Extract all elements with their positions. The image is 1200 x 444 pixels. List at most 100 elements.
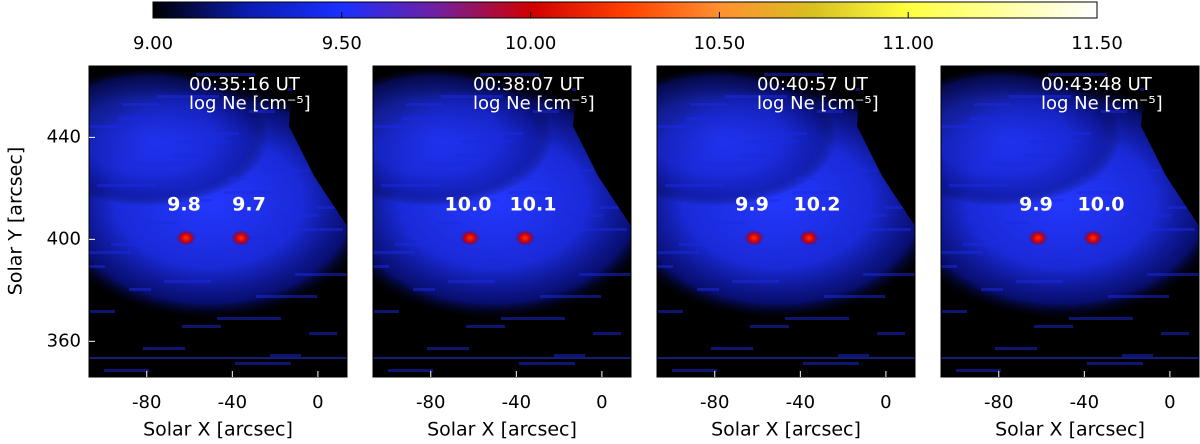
image-streak: [657, 265, 673, 268]
image-streak: [657, 125, 691, 128]
image-streak: [242, 236, 283, 239]
image-streak: [1115, 169, 1161, 172]
image-streak: [1122, 354, 1153, 357]
image-streak: [561, 228, 627, 231]
empty-region: [573, 66, 631, 226]
image-streak: [764, 73, 823, 76]
image-streak: [1080, 177, 1101, 180]
image-streak: [743, 140, 797, 143]
image-streak: [406, 103, 443, 106]
panel-time: 00:43:48 UT: [1041, 74, 1153, 95]
emission-region: [657, 66, 837, 206]
panel-frame: [940, 65, 1200, 378]
panel-quantity: log Ne [cm⁻⁵]: [1041, 93, 1163, 114]
image-streak: [373, 357, 631, 359]
image-streak: [956, 369, 1001, 372]
image-streak: [1094, 236, 1135, 239]
image-streak: [792, 191, 841, 194]
image-streak: [995, 347, 1037, 350]
image-streak: [466, 325, 505, 328]
image-streak: [533, 110, 559, 113]
y-tick-label: 400: [47, 228, 81, 249]
image-streak: [547, 169, 593, 172]
x-axis-label: Solar X [arcsec]: [711, 419, 861, 441]
image-streak: [974, 103, 1011, 106]
image-streak: [89, 357, 347, 359]
image-streak: [657, 251, 699, 254]
image-streak: [249, 110, 275, 113]
panel-time: 00:38:07 UT: [473, 74, 585, 95]
image-streak: [941, 251, 983, 254]
colorbar-tick-label: 9.50: [322, 33, 362, 54]
image-streak: [281, 214, 319, 217]
image-streak: [136, 162, 193, 165]
image-streak: [665, 184, 725, 187]
image-streak: [1062, 132, 1091, 135]
image-streak: [157, 95, 219, 98]
x-tick-label: 0: [880, 392, 891, 413]
image-streak: [90, 310, 115, 313]
image-streak: [182, 325, 221, 328]
image-streak: [420, 162, 477, 165]
image-streak: [1048, 73, 1107, 76]
image-streak: [175, 140, 229, 143]
image-streak: [942, 310, 967, 313]
image-streak: [1002, 221, 1029, 224]
image-streak: [1034, 325, 1073, 328]
colorbar-tick-label: 11.00: [882, 33, 934, 54]
image-streak: [845, 228, 911, 231]
image-streak: [1027, 140, 1081, 143]
image-streak: [164, 280, 211, 283]
value-label: 9.7: [232, 194, 266, 216]
y-tick-label: 440: [47, 126, 81, 147]
image-streak: [941, 357, 1199, 359]
image-streak: [309, 332, 337, 335]
image-streak: [1101, 110, 1127, 113]
image-streak: [1108, 295, 1169, 298]
image-streak: [1168, 206, 1199, 209]
image-streak: [519, 362, 575, 365]
value-label: 10.2: [794, 194, 841, 216]
image-streak: [150, 221, 177, 224]
image-streak: [196, 73, 255, 76]
image-streak: [427, 347, 469, 350]
image-streak: [89, 125, 123, 128]
value-label: 10.1: [510, 194, 557, 216]
image-streak: [838, 354, 869, 357]
image-streak: [884, 206, 915, 209]
image-streak: [778, 132, 807, 135]
bright-point: [799, 230, 819, 246]
image-streak: [921, 66, 941, 69]
image-streak: [657, 357, 915, 359]
image-streak: [104, 369, 149, 372]
image: [657, 66, 915, 372]
image-streak: [480, 73, 539, 76]
x-axis-label: Solar X [arcsec]: [995, 419, 1145, 441]
image-streak: [941, 265, 957, 268]
emission-region: [373, 66, 553, 206]
image-streak: [395, 243, 425, 246]
image-streak: [402, 117, 467, 120]
x-tick-label: -80: [416, 392, 445, 413]
image-streak: [831, 169, 877, 172]
empty-region: [857, 66, 915, 226]
x-tick-label: -40: [502, 392, 531, 413]
panel-quantity: log Ne [cm⁻⁵]: [757, 93, 879, 114]
image-streak: [803, 362, 859, 365]
bright-point: [515, 230, 535, 246]
x-tick-label: -80: [700, 392, 729, 413]
image-streak: [697, 288, 719, 291]
image-streak: [353, 66, 373, 69]
x-tick-label: -40: [218, 392, 247, 413]
colorbar-tick-label: 10.50: [694, 33, 746, 54]
image-streak: [373, 251, 415, 254]
image-streak: [796, 177, 817, 180]
image-streak: [785, 317, 849, 320]
image-streak: [600, 206, 631, 209]
panel-time: 00:35:16 UT: [189, 74, 301, 95]
image-streak: [1129, 228, 1195, 231]
x-tick-label: 0: [1164, 392, 1175, 413]
image-streak: [1147, 273, 1199, 276]
